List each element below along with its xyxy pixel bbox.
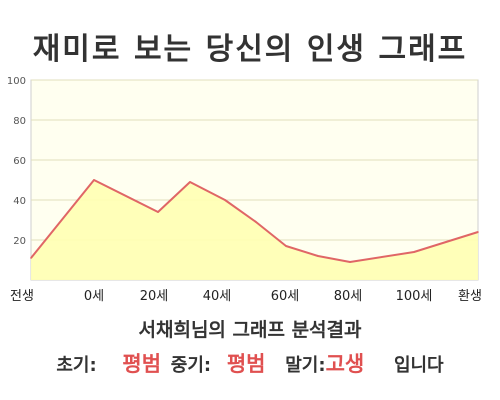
data-point <box>157 211 159 213</box>
x-tick-label: 환생 <box>458 289 482 304</box>
ending-text: 입니다 <box>393 355 444 376</box>
y-tick-label: 20 <box>13 236 26 247</box>
summary-line: 초기: 평범 중기: 평범 말기:고생 입니다 <box>0 348 500 382</box>
early-label: 초기: <box>56 355 97 376</box>
x-tick-label: 전생 <box>10 289 34 304</box>
mid-value: 평범 <box>226 352 266 376</box>
x-tick-label: 100세 <box>396 289 433 304</box>
x-tick-label: 80세 <box>334 289 363 304</box>
x-tick-label: 40세 <box>203 289 232 304</box>
data-point <box>189 181 191 183</box>
x-tick-label: 60세 <box>271 289 300 304</box>
y-axis-ticks: 20 40 60 80 100 <box>7 76 26 247</box>
x-tick-label: 0세 <box>84 289 104 304</box>
data-point <box>317 255 319 257</box>
x-tick-label: 20세 <box>140 289 169 304</box>
data-point <box>413 251 415 253</box>
x-axis-ticks: 전생 0세 20세 40세 60세 80세 100세 환생 <box>10 289 482 304</box>
data-point <box>30 257 32 259</box>
early-value: 평범 <box>122 352 162 376</box>
data-point <box>93 179 95 181</box>
y-tick-label: 80 <box>13 116 26 127</box>
data-point <box>224 199 226 201</box>
data-point <box>285 245 287 247</box>
late-label: 말기: <box>285 355 326 376</box>
chart-title: 재미로 보는 당신의 인생 그래프 <box>32 32 468 67</box>
mid-label: 중기: <box>170 355 212 376</box>
data-point <box>349 261 351 263</box>
data-point <box>477 231 479 233</box>
area-layer <box>30 179 479 280</box>
data-point <box>255 221 257 223</box>
late-value: 고생 <box>325 352 365 376</box>
y-tick-label: 100 <box>7 76 26 87</box>
y-tick-label: 60 <box>13 156 26 167</box>
summary-title: 서채희님의 그래프 분석결과 <box>138 319 362 341</box>
y-tick-label: 40 <box>13 196 26 207</box>
